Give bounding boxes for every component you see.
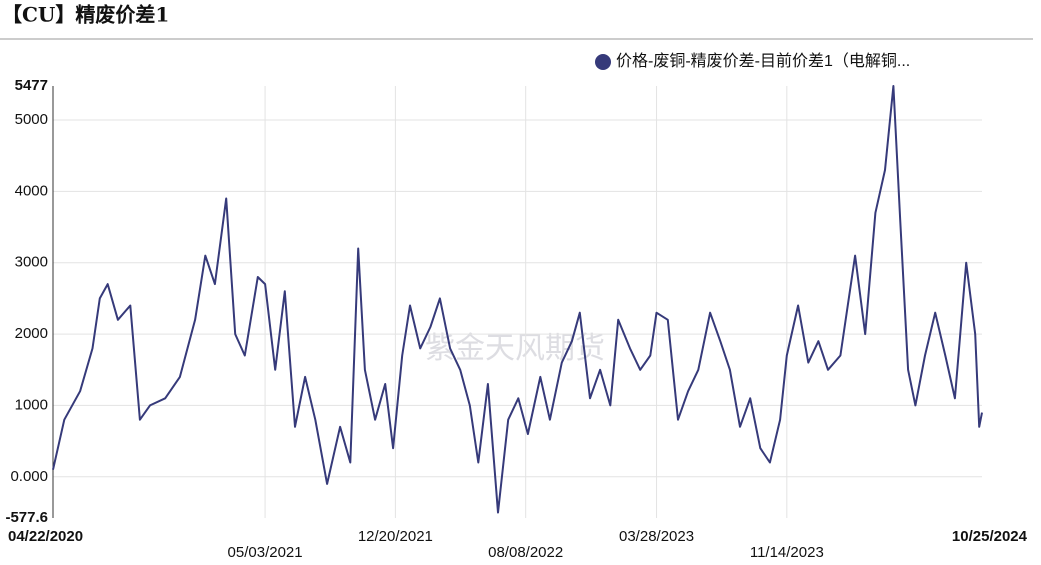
y-tick-label: 4000 — [15, 182, 48, 199]
x-tick-label: 04/22/2020 — [8, 528, 83, 545]
y-tick-label: -577.6 — [5, 509, 48, 526]
y-tick-label: 3000 — [15, 254, 48, 271]
watermark: 紫金天风期货 — [425, 332, 605, 365]
legend-swatch — [595, 54, 611, 70]
series-line — [52, 85, 983, 514]
x-tick-label: 10/25/2024 — [952, 528, 1028, 545]
y-tick-label: 1000 — [15, 396, 48, 413]
legend-label: 价格-废铜-精废价差-目前价差1（电解铜... — [616, 52, 910, 70]
y-tick-label: 5477 — [15, 77, 48, 94]
chart-title: 【CU】精废价差1 — [2, 3, 169, 27]
x-tick-label: 12/20/2021 — [358, 528, 433, 545]
y-tick-label: 2000 — [15, 325, 48, 342]
x-tick-label: 11/14/2023 — [750, 544, 824, 561]
y-tick-label: 5000 — [15, 111, 48, 128]
x-tick-label: 08/08/2022 — [488, 544, 563, 561]
y-tick-label: 0.000 — [10, 468, 48, 485]
x-tick-label: 05/03/2021 — [228, 544, 303, 561]
x-tick-label: 03/28/2023 — [619, 528, 694, 545]
